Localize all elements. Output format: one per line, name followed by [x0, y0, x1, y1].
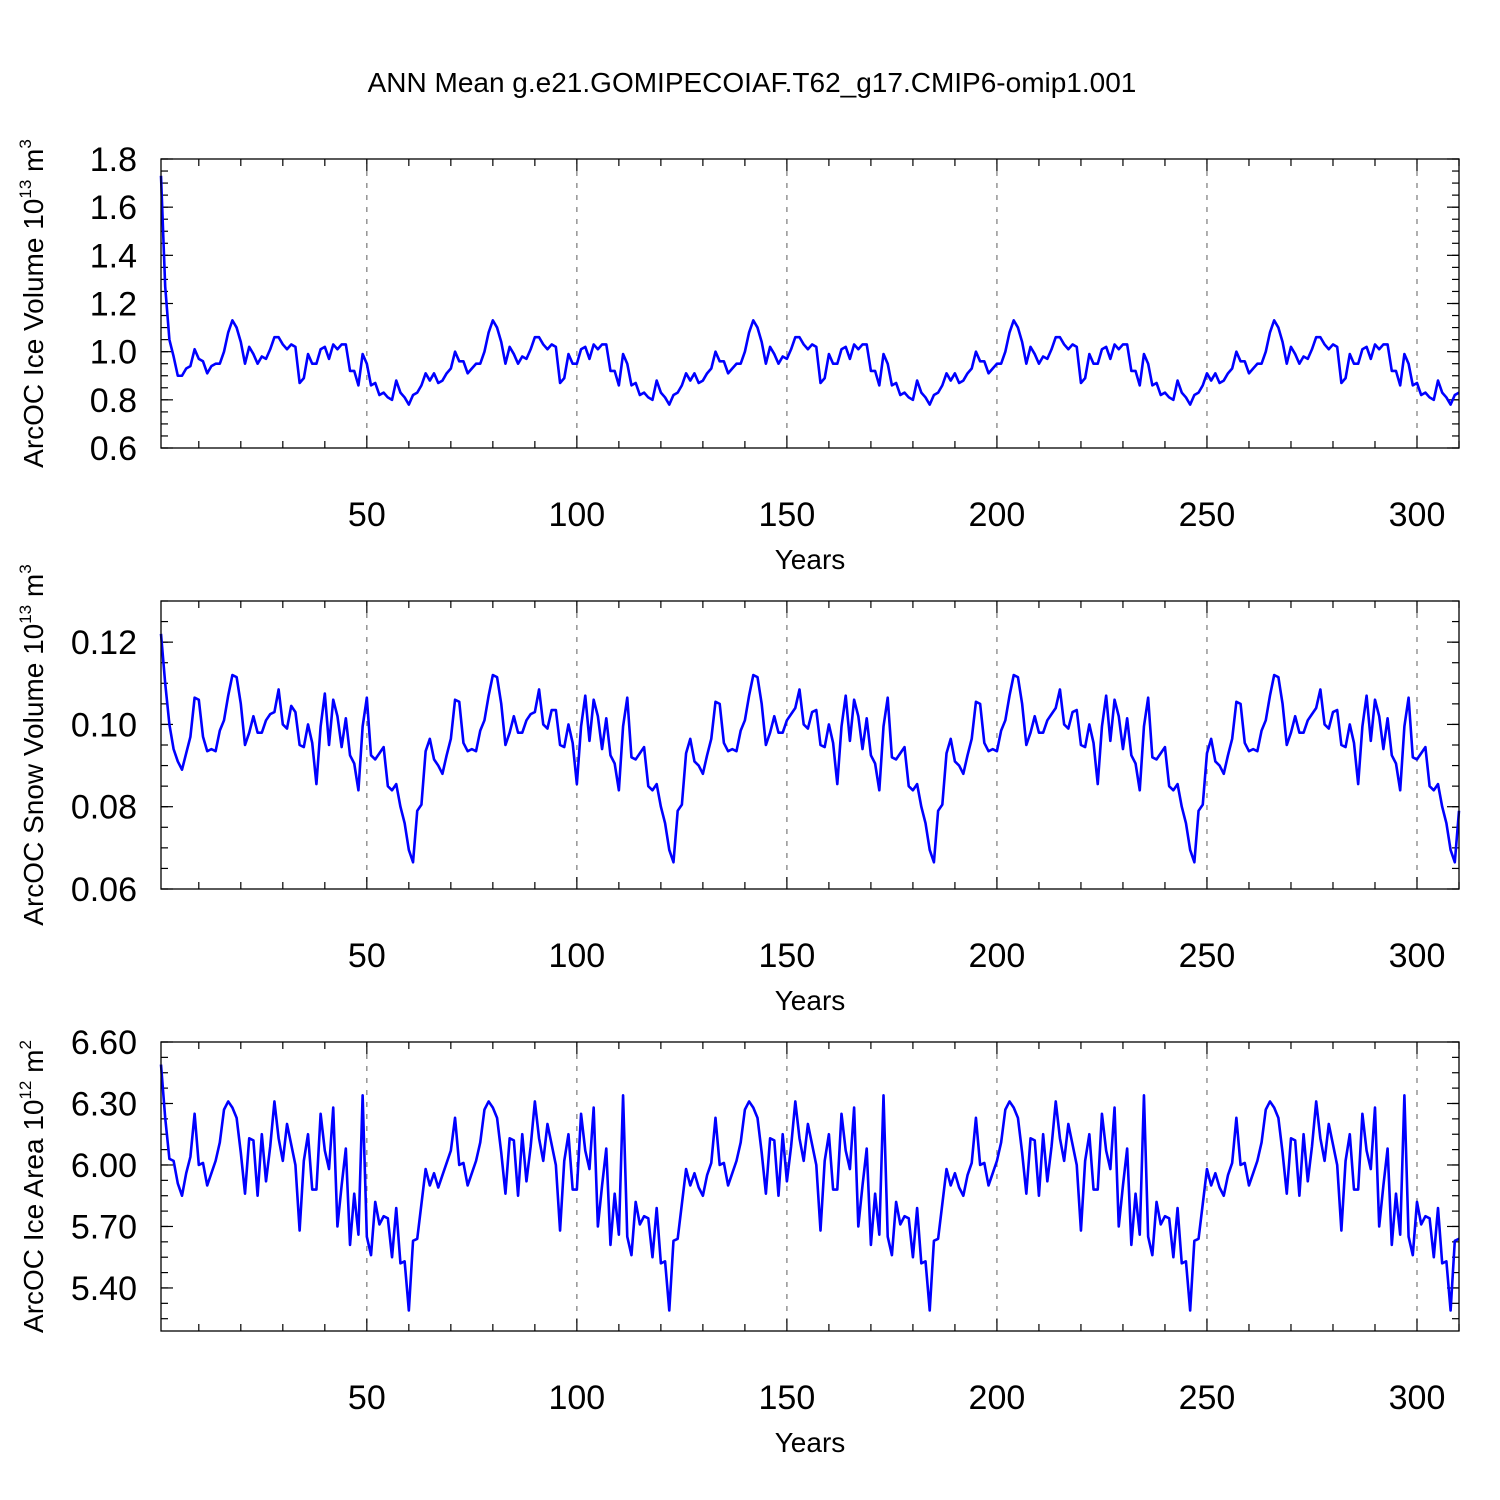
x-tick-label: 150: [759, 496, 816, 534]
y-tick-label: 1.8: [90, 141, 137, 179]
y-axis-label: ArcOC Ice Volume 1013 m3: [16, 139, 49, 468]
y-tick-label: 0.08: [71, 789, 137, 827]
x-tick-label: 250: [1179, 1379, 1236, 1417]
y-tick-label: 1.2: [90, 286, 137, 324]
x-tick-label: 250: [1179, 937, 1236, 975]
plot-frame: [160, 1041, 1460, 1332]
x-axis-label: Years: [775, 544, 846, 575]
x-tick-label: 50: [348, 1379, 386, 1417]
series-line-1: [159, 175, 1460, 406]
y-tick-label: 1.6: [90, 189, 137, 227]
x-tick-label: 250: [1179, 496, 1236, 534]
series-line-3: [159, 1064, 1460, 1312]
y-tick-label: 0.12: [71, 624, 137, 662]
x-tick-label: 300: [1389, 496, 1446, 534]
plot-frame: [160, 600, 1460, 890]
x-tick-label: 100: [548, 1379, 605, 1417]
y-tick-label: 0.10: [71, 706, 137, 744]
y-tick-label: 5.70: [71, 1208, 137, 1246]
x-tick-label: 100: [548, 937, 605, 975]
y-axis-label: ArcOC Ice Area 1012 m2: [16, 1040, 49, 1333]
panel-2: 0.06 0.08 0.10 0.12 50 100 150 200 250 300 Years Ar…: [16, 564, 1461, 1016]
x-tick-label: 150: [759, 1379, 816, 1417]
x-tick-label: 200: [969, 937, 1026, 975]
y-tick-label: 5.40: [71, 1270, 137, 1308]
y-tick-label: 1.4: [90, 237, 137, 275]
panels: 0.6 0.8 1.0 1.2 1.4 1.6 1.8 50 100 150 200 250 300 Ye…: [16, 139, 1461, 1458]
x-tick-label: 300: [1389, 1379, 1446, 1417]
x-tick-label: 50: [348, 496, 386, 534]
x-tick-label: 150: [759, 937, 816, 975]
y-tick-label: 6.00: [71, 1147, 137, 1185]
y-tick-label: 6.30: [71, 1085, 137, 1123]
plot-frame: [160, 158, 1460, 449]
x-tick-label: 200: [969, 1379, 1026, 1417]
x-axis-label: Years: [775, 1427, 846, 1458]
y-tick-label: 6.60: [71, 1024, 137, 1062]
y-axis-label: ArcOC Snow Volume 1013 m3: [16, 564, 49, 925]
series-line-2: [159, 633, 1461, 864]
x-axis-label: Years: [775, 985, 846, 1016]
x-tick-label: 100: [548, 496, 605, 534]
y-tick-label: 0.8: [90, 382, 137, 420]
panel-1: 0.6 0.8 1.0 1.2 1.4 1.6 1.8 50 100 150 200 250 300 Ye…: [16, 139, 1460, 575]
y-tick-label: 0.06: [71, 871, 137, 909]
y-tick-label: 0.6: [90, 430, 137, 468]
x-tick-label: 50: [348, 937, 386, 975]
x-tick-label: 200: [969, 496, 1026, 534]
x-tick-label: 300: [1389, 937, 1446, 975]
panel-3: 5.40 5.70 6.00 6.30 6.60 50 100 150 200 250 300 Yea…: [16, 1024, 1460, 1458]
figure-title: ANN Mean g.e21.GOMIPECOIAF.T62_g17.CMIP6…: [368, 67, 1137, 98]
y-tick-label: 1.0: [90, 334, 137, 372]
